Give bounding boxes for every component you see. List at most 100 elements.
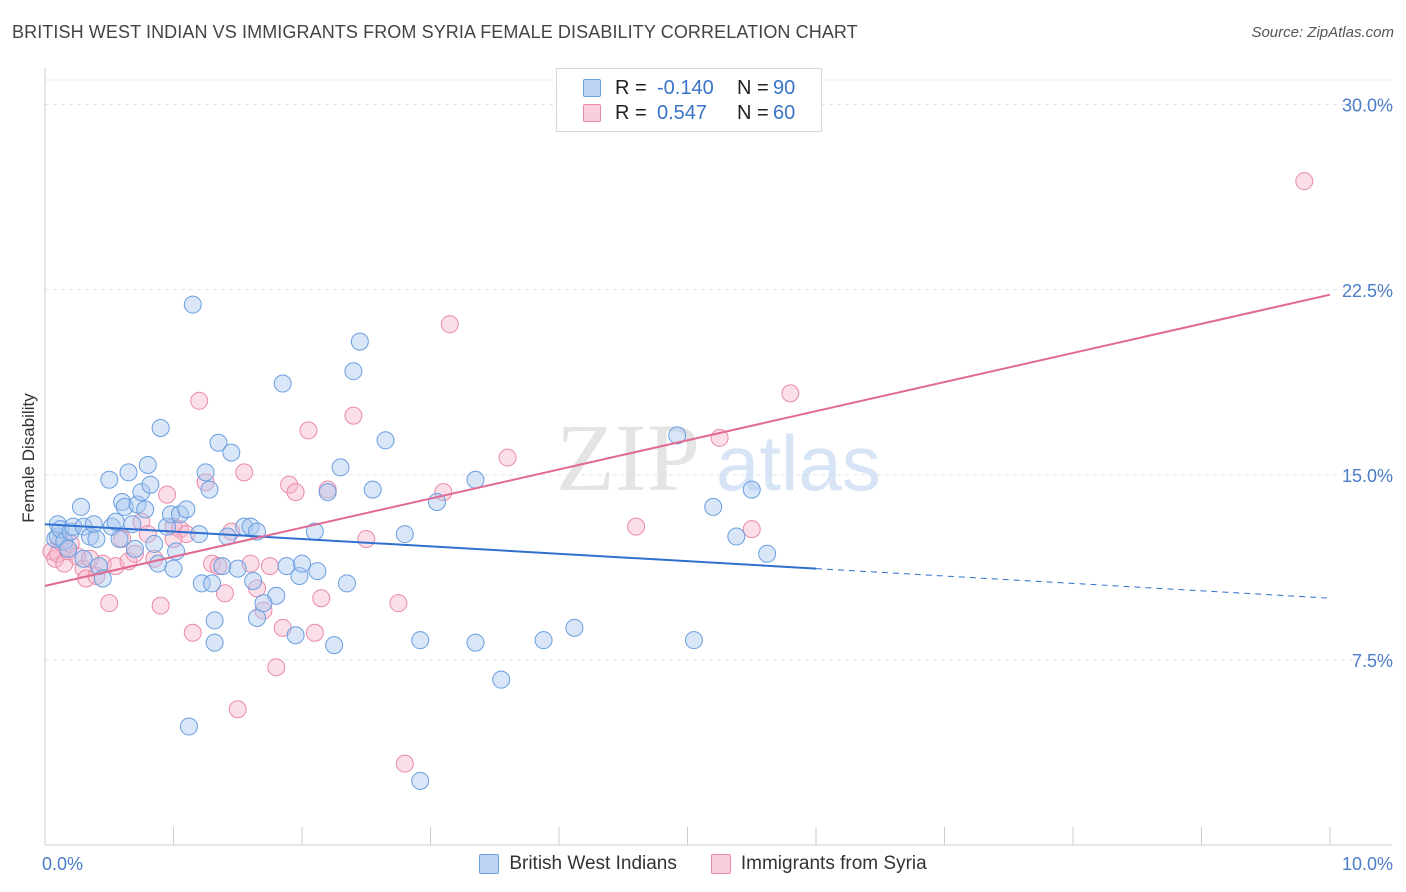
bwi-point — [74, 549, 93, 568]
bwi-point — [337, 574, 356, 593]
legend-swatch-blue — [479, 854, 500, 874]
syria-point — [344, 406, 363, 425]
bwi-point — [164, 559, 183, 578]
bwi-point — [138, 455, 157, 474]
chart-title: BRITISH WEST INDIAN VS IMMIGRANTS FROM S… — [12, 22, 858, 42]
bwi-point — [149, 554, 168, 573]
syria-point — [260, 557, 279, 576]
watermark: ZIP atlas — [556, 404, 881, 511]
watermark-zip: ZIP — [556, 404, 700, 511]
series-bwi-points — [46, 295, 777, 790]
y-tick-label: 22.5% — [1342, 281, 1393, 301]
bwi-point — [293, 554, 311, 573]
bwi-point — [363, 480, 382, 499]
bwi-point — [200, 480, 219, 499]
correlation-legend: R = -0.140 N = 90 R = 0.547 N = 60 — [556, 68, 822, 132]
bwi-point — [704, 497, 723, 516]
legend-r-label: R = — [615, 101, 647, 124]
bwi-point — [151, 418, 170, 437]
bwi-point — [254, 594, 273, 613]
syria-point — [305, 623, 324, 642]
legend-item-bwi[interactable]: British West Indians — [479, 853, 677, 875]
bwi-point — [177, 500, 196, 519]
bwi-point — [203, 574, 222, 593]
legend-n-value: 60 — [773, 101, 796, 124]
bwi-point — [742, 480, 761, 499]
legend-n-label: N = — [737, 76, 769, 99]
legend-label-syria: Immigrants from Syria — [740, 853, 927, 874]
legend-item-syria[interactable]: Immigrants from Syria — [710, 853, 927, 875]
bwi-point — [286, 626, 305, 645]
bwi-point — [192, 574, 211, 593]
syria-point — [395, 754, 414, 773]
tick-labels: 7.5% 15.0% 22.5% 30.0% 0.0% 10.0% — [42, 96, 1393, 874]
syria-point — [1295, 172, 1314, 191]
bwi-point — [534, 631, 553, 650]
bwi-point — [59, 539, 78, 558]
bwi-point — [205, 633, 224, 652]
syria-point — [312, 589, 331, 608]
bwi-point — [684, 631, 703, 650]
legend-n-label: N = — [737, 101, 769, 124]
syria-point — [781, 384, 800, 403]
bwi-point — [350, 332, 369, 351]
bwi-point — [492, 670, 511, 689]
syria-point — [299, 421, 318, 440]
bwi-point — [325, 636, 344, 655]
legend-n-value: 90 — [773, 76, 796, 99]
syria-point — [125, 544, 144, 563]
gridlines — [45, 79, 1392, 661]
legend-label-bwi: British West Indians — [509, 853, 677, 874]
bwi-point — [228, 559, 247, 578]
y-tick-label: 30.0% — [1342, 96, 1393, 116]
bwi-point — [179, 717, 198, 736]
bwi-point — [331, 458, 350, 477]
syria-point — [235, 463, 254, 482]
source-label: Source: ZipAtlas.com — [1251, 24, 1394, 41]
bwi-trend-extension — [815, 568, 1331, 599]
bwi-point — [318, 483, 337, 502]
legend-row-syria: R = 0.547 N = 60 — [583, 101, 795, 125]
syria-point — [280, 475, 299, 494]
syria-trend-line — [44, 293, 1331, 587]
syria-point — [183, 623, 202, 642]
bwi-point — [565, 618, 584, 637]
bwi-point — [100, 470, 119, 489]
syria-point — [215, 584, 234, 603]
bwi-point — [132, 483, 151, 502]
syria-point — [389, 594, 408, 613]
bwi-point — [395, 525, 414, 544]
x-tick-label: 0.0% — [42, 854, 83, 874]
bwi-point — [466, 470, 485, 489]
series-syria-points — [42, 172, 1314, 773]
y-axis-label: Female Disability — [19, 393, 38, 523]
y-tick-label: 15.0% — [1342, 466, 1393, 486]
bwi-point — [141, 475, 160, 494]
axes — [44, 68, 1392, 846]
syria-point — [286, 483, 305, 502]
syria-point — [209, 557, 228, 576]
bwi-point — [758, 544, 777, 563]
bwi-point — [213, 557, 232, 576]
bwi-point — [411, 631, 430, 650]
syria-point — [357, 530, 376, 548]
syria-point — [254, 601, 273, 620]
bwi-point — [125, 539, 144, 558]
bwi-point — [196, 463, 215, 482]
syria-point — [440, 315, 459, 334]
syria-point — [228, 700, 247, 719]
bwi-point — [277, 557, 296, 576]
bwi-point — [244, 571, 263, 590]
bwi-point — [183, 295, 202, 314]
bwi-point — [727, 527, 746, 546]
syria-point — [80, 549, 99, 568]
syria-point — [627, 517, 646, 536]
x-tick-label: 10.0% — [1342, 854, 1393, 874]
syria-point — [151, 596, 170, 615]
bwi-point — [110, 530, 129, 548]
bwi-point — [376, 431, 395, 450]
syria-point — [267, 658, 286, 677]
bwi-point — [248, 608, 267, 627]
bwi-trend-line — [44, 523, 817, 570]
